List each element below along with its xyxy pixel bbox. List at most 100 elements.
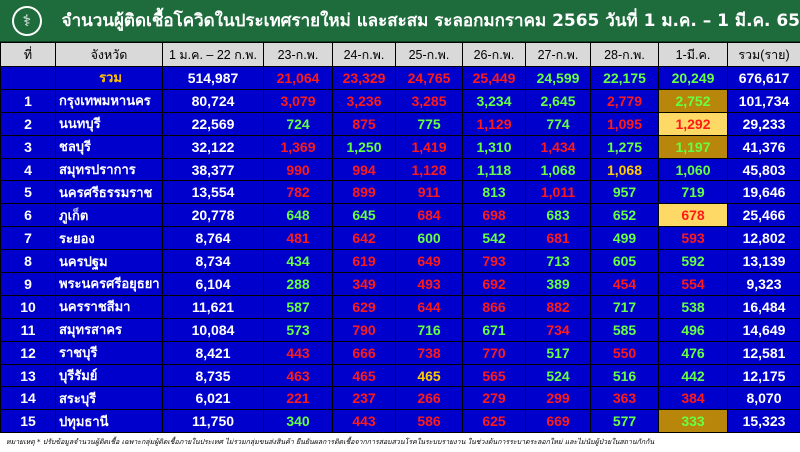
row-number-cell <box>0 66 56 90</box>
row-number: 12 <box>0 340 56 365</box>
case-count-cell: 642 <box>332 226 396 251</box>
case-count-cell: 717 <box>590 294 659 319</box>
row-number: 2 <box>0 111 56 136</box>
case-count-cell: 443 <box>263 340 333 365</box>
ministry-logo-icon: ⚕ <box>12 5 42 36</box>
case-count-cell: 770 <box>462 340 526 365</box>
case-count-cell: 349 <box>332 272 396 296</box>
case-count-cell: 724 <box>263 111 333 136</box>
case-count-cell: 793 <box>462 249 526 274</box>
covid-cases-table: ที่ จังหวัด 1 ม.ค. – 22 ก.พ. 23-ก.พ. 24-ก.พ.… <box>0 42 800 434</box>
case-count-cell: 333 <box>658 409 728 434</box>
case-count-cell: 605 <box>590 249 659 274</box>
case-count-cell: 8,734 <box>162 249 264 274</box>
case-count-cell: 990 <box>263 157 333 182</box>
case-count-cell: 8,421 <box>162 340 264 365</box>
case-count-cell: 2,752 <box>658 88 728 113</box>
case-count-cell: 16,484 <box>727 294 800 319</box>
table-row: 13 บุรีรัมย์ 8,735 463 465 465 565 524 516 442 12,… <box>0 363 800 388</box>
case-count-cell: 681 <box>525 226 591 251</box>
case-count-cell: 25,466 <box>727 203 800 228</box>
province-name: สมุทรปราการ <box>55 157 163 182</box>
case-count-cell: 619 <box>332 249 396 274</box>
case-count-cell: 719 <box>658 180 728 205</box>
case-count-cell: 1,011 <box>525 180 591 205</box>
case-count-cell: 1,434 <box>525 134 591 159</box>
case-count-cell: 790 <box>332 317 396 342</box>
case-count-cell: 629 <box>332 294 396 319</box>
title-bar: ⚕ จำนวนผู้ติดเชื้อโควิดในประเทศรายใหม่ แ… <box>0 0 800 42</box>
case-count-cell: 13,139 <box>727 249 800 274</box>
case-count-cell: 19,646 <box>727 180 800 205</box>
case-count-cell: 221 <box>263 386 333 411</box>
table-row: 9 พระนครศรีอยุธยา 6,104 288 349 493 692 389 454 5… <box>0 272 800 296</box>
total-value-cell: 23,329 <box>332 66 396 90</box>
row-number: 13 <box>0 363 56 388</box>
case-count-cell: 22,569 <box>162 111 264 136</box>
case-count-cell: 9,323 <box>727 272 800 296</box>
case-count-cell: 554 <box>658 272 728 296</box>
case-count-cell: 101,734 <box>727 88 800 113</box>
case-count-cell: 299 <box>525 386 591 411</box>
case-count-cell: 524 <box>525 363 591 388</box>
case-count-cell: 1,118 <box>462 157 526 182</box>
case-count-cell: 41,376 <box>727 134 800 159</box>
column-header: 1 ม.ค. – 22 ก.พ. <box>162 42 264 67</box>
table-row: 14 สระบุรี 6,021 221 237 266 279 299 363 384 8,070 <box>0 386 800 411</box>
case-count-cell: 8,735 <box>162 363 264 388</box>
total-value-cell: 20,249 <box>658 66 728 90</box>
case-count-cell: 882 <box>525 294 591 319</box>
case-count-cell: 994 <box>332 157 396 182</box>
case-count-cell: 577 <box>590 409 659 434</box>
row-number: 14 <box>0 386 56 411</box>
case-count-cell: 625 <box>462 409 526 434</box>
case-count-cell: 1,275 <box>590 134 659 159</box>
case-count-cell: 496 <box>658 317 728 342</box>
case-count-cell: 1,310 <box>462 134 526 159</box>
table-row: 2 นนทบุรี 22,569 724 875 775 1,129 774 1,095 1,29… <box>0 111 800 136</box>
header-row: ที่ จังหวัด 1 ม.ค. – 22 ก.พ. 23-ก.พ. 24-ก.พ.… <box>0 42 800 67</box>
column-header: 27-ก.พ. <box>525 42 591 67</box>
case-count-cell: 12,581 <box>727 340 800 365</box>
table-row: 4 สมุทรปราการ 38,377 990 994 1,128 1,118 1,068 1… <box>0 157 800 182</box>
case-count-cell: 586 <box>395 409 463 434</box>
case-count-cell: 734 <box>525 317 591 342</box>
case-count-cell: 517 <box>525 340 591 365</box>
row-number: 9 <box>0 272 56 296</box>
row-number: 3 <box>0 134 56 159</box>
total-value-cell: 25,449 <box>462 66 526 90</box>
total-value-cell: 24,599 <box>525 66 591 90</box>
case-count-cell: 38,377 <box>162 157 264 182</box>
case-count-cell: 684 <box>395 203 463 228</box>
footnote: หมายเหตุ * ปรับข้อมูลจำนวนผู้ติดเชื้อ เฉ… <box>6 438 655 446</box>
case-count-cell: 565 <box>462 363 526 388</box>
table-row: 11 สมุทรสาคร 10,084 573 790 716 671 734 585 496 14… <box>0 317 800 342</box>
case-count-cell: 14,649 <box>727 317 800 342</box>
case-count-cell: 666 <box>332 340 396 365</box>
case-count-cell: 573 <box>263 317 333 342</box>
case-count-cell: 774 <box>525 111 591 136</box>
case-count-cell: 782 <box>263 180 333 205</box>
case-count-cell: 648 <box>263 203 333 228</box>
case-count-cell: 6,104 <box>162 272 264 296</box>
column-header: รวม(ราย) <box>727 42 800 67</box>
total-value-cell: 514,987 <box>162 66 264 90</box>
case-count-cell: 434 <box>263 249 333 274</box>
province-name: ชลบุรี <box>55 134 163 159</box>
province-name: ภูเก็ต <box>55 203 163 228</box>
case-count-cell: 875 <box>332 111 396 136</box>
province-name: สมุทรสาคร <box>55 317 163 342</box>
case-count-cell: 911 <box>395 180 463 205</box>
case-count-cell: 45,803 <box>727 157 800 182</box>
total-value-cell: 676,617 <box>727 66 800 90</box>
row-number: 4 <box>0 157 56 182</box>
case-count-cell: 1,068 <box>525 157 591 182</box>
case-count-cell: 3,236 <box>332 88 396 113</box>
table-row: 6 ภูเก็ต 20,778 648 645 684 698 683 652 678 25,466 <box>0 203 800 228</box>
case-count-cell: 1,419 <box>395 134 463 159</box>
case-count-cell: 454 <box>590 272 659 296</box>
column-header: 1-มี.ค. <box>658 42 728 67</box>
row-number: 11 <box>0 317 56 342</box>
case-count-cell: 266 <box>395 386 463 411</box>
table-row: 1 กรุงเทพมหานคร 80,724 3,079 3,236 3,285 3,234… <box>0 88 800 113</box>
